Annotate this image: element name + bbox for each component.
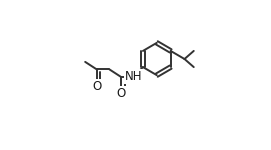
Text: O: O [92, 80, 101, 93]
Text: NH: NH [125, 70, 143, 83]
Text: O: O [116, 87, 126, 100]
